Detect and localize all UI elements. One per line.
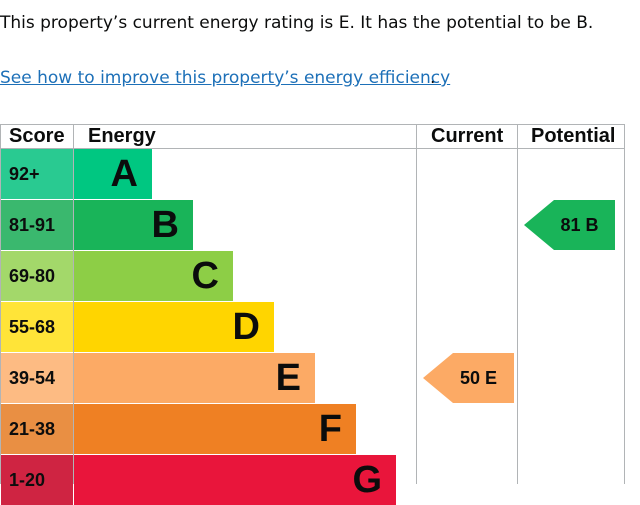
band-letter-c: C (191, 255, 219, 297)
energy-rating-header: Energy rating (88, 125, 156, 170)
band-score-c: 69-80 (1, 251, 73, 301)
potential-header: Potential (531, 125, 616, 147)
table-top-border (0, 124, 625, 125)
band-score-a: 92+ (1, 149, 73, 199)
band-score-b: 81-91 (1, 200, 73, 250)
potential-rating-label: 81 B (560, 215, 599, 235)
band-letter-g: G (352, 459, 382, 501)
band-score-g: 1-20 (1, 455, 73, 505)
band-letter-d: D (232, 306, 260, 348)
band-bar-g: G (74, 455, 396, 505)
table-header-divider (0, 148, 625, 149)
band-letter-f: F (318, 408, 342, 450)
band-letter-e: E (275, 357, 301, 399)
band-bar-c: C (74, 251, 233, 301)
current-header: Current (431, 125, 504, 147)
band-score-d: 55-68 (1, 302, 73, 352)
improve-energy-efficiency-link[interactable]: See how to improve this property’s energ… (0, 68, 451, 88)
current-rating-label: 50 E (459, 368, 498, 388)
band-letter-a: A (110, 153, 138, 195)
current-column-divider (517, 124, 518, 484)
score-header: Score (9, 125, 65, 147)
band-score-e: 39-54 (1, 353, 73, 403)
link-trailing-period: . (430, 68, 436, 88)
current-rating-arrow: 50 E (423, 353, 514, 403)
band-letter-b: B (151, 204, 179, 246)
band-bar-e: E (74, 353, 315, 403)
band-bar-d: D (74, 302, 274, 352)
table-right-border (624, 124, 625, 484)
band-bar-b: B (74, 200, 193, 250)
rating-column-divider (416, 124, 417, 484)
score-column-divider (73, 124, 74, 484)
band-bar-a: A (74, 149, 152, 199)
table-left-border (0, 124, 1, 484)
band-score-f: 21-38 (1, 404, 73, 454)
potential-rating-arrow: 81 B (524, 200, 615, 250)
energy-rating-summary: This property’s current energy rating is… (0, 13, 594, 33)
band-bar-f: F (74, 404, 356, 454)
